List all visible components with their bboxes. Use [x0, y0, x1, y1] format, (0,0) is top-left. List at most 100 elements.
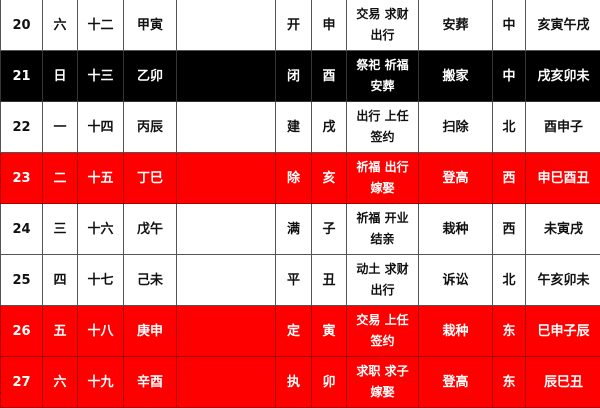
day-cell: 26	[1, 306, 43, 357]
auspicious-cell: 交易 上任签约	[347, 306, 419, 357]
auspicious-line-1: 求职 求子	[347, 361, 418, 382]
ganzhi-cell: 己未	[124, 255, 177, 306]
auspicious-line-1: 交易 上任	[347, 310, 418, 331]
inauspicious-cell: 搬家	[419, 51, 493, 102]
day-cell: 24	[1, 204, 43, 255]
weekday-cell: 四	[43, 255, 78, 306]
auspicious-cell: 交易 求财出行	[347, 0, 419, 51]
jianchu-cell: 建	[276, 102, 312, 153]
hours-cell: 亥寅午戌	[526, 0, 600, 51]
table-row: 25 四 十七 己未 平 丑 动土 求财出行 诉讼 北 午亥卯未	[1, 255, 600, 306]
auspicious-cell: 动土 求财出行	[347, 255, 419, 306]
note-cell	[177, 153, 276, 204]
lunar-date-cell: 十八	[78, 306, 124, 357]
auspicious-line-2: 安葬	[347, 76, 418, 97]
auspicious-line-1: 祭祀 祈福	[347, 55, 418, 76]
auspicious-line-1: 出行 上任	[347, 106, 418, 127]
ganzhi-cell: 庚申	[124, 306, 177, 357]
zhi-cell: 子	[312, 204, 347, 255]
inauspicious-cell: 栽种	[419, 204, 493, 255]
weekday-cell: 二	[43, 153, 78, 204]
zhi-cell: 申	[312, 0, 347, 51]
lunar-date-cell: 十四	[78, 102, 124, 153]
auspicious-line-2: 出行	[347, 25, 418, 46]
weekday-cell: 六	[43, 0, 78, 51]
table-row: 23 二 十五 丁巳 除 亥 祈福 出行嫁娶 登高 西 申巳酉丑	[1, 153, 600, 204]
auspicious-line-1: 祈福 出行	[347, 157, 418, 178]
day-cell: 25	[1, 255, 43, 306]
table-row: 20 六 十二 甲寅 开 申 交易 求财出行 安葬 中 亥寅午戌	[1, 0, 600, 51]
weekday-cell: 三	[43, 204, 78, 255]
jianchu-cell: 满	[276, 204, 312, 255]
auspicious-line-2: 出行	[347, 280, 418, 301]
inauspicious-cell: 安葬	[419, 0, 493, 51]
lunar-date-cell: 十五	[78, 153, 124, 204]
auspicious-line-2: 结亲	[347, 229, 418, 250]
weekday-cell: 日	[43, 51, 78, 102]
direction-cell: 东	[493, 306, 526, 357]
ganzhi-cell: 丙辰	[124, 102, 177, 153]
direction-cell: 中	[493, 51, 526, 102]
table-row: 22 一 十四 丙辰 建 戌 出行 上任签约 扫除 北 酉申子	[1, 102, 600, 153]
table-row: 21 日 十三 乙卯 闭 酉 祭祀 祈福安葬 搬家 中 戌亥卯未	[1, 51, 600, 102]
jianchu-cell: 除	[276, 153, 312, 204]
hours-cell: 午亥卯未	[526, 255, 600, 306]
zhi-cell: 丑	[312, 255, 347, 306]
ganzhi-cell: 乙卯	[124, 51, 177, 102]
auspicious-cell: 出行 上任签约	[347, 102, 419, 153]
note-cell	[177, 0, 276, 51]
table-row: 26 五 十八 庚申 定 寅 交易 上任签约 栽种 东 巳申子辰	[1, 306, 600, 357]
direction-cell: 北	[493, 255, 526, 306]
day-cell: 20	[1, 0, 43, 51]
inauspicious-cell: 登高	[419, 153, 493, 204]
ganzhi-cell: 戊午	[124, 204, 177, 255]
inauspicious-cell: 栽种	[419, 306, 493, 357]
auspicious-line-1: 祈福 开业	[347, 208, 418, 229]
inauspicious-cell: 诉讼	[419, 255, 493, 306]
weekday-cell: 一	[43, 102, 78, 153]
day-cell: 22	[1, 102, 43, 153]
jianchu-cell: 定	[276, 306, 312, 357]
note-cell	[177, 102, 276, 153]
lunar-date-cell: 十三	[78, 51, 124, 102]
lunar-date-cell: 十二	[78, 0, 124, 51]
auspicious-line-1: 动土 求财	[347, 259, 418, 280]
direction-cell: 西	[493, 153, 526, 204]
auspicious-line-2: 签约	[347, 127, 418, 148]
zhi-cell: 酉	[312, 51, 347, 102]
direction-cell: 西	[493, 204, 526, 255]
note-cell	[177, 51, 276, 102]
direction-cell: 中	[493, 0, 526, 51]
day-cell: 21	[1, 51, 43, 102]
ganzhi-cell: 丁巳	[124, 153, 177, 204]
ganzhi-cell: 甲寅	[124, 0, 177, 51]
table-row: 24 三 十六 戊午 满 子 祈福 开业结亲 栽种 西 未寅戌	[1, 204, 600, 255]
zhi-cell: 亥	[312, 153, 347, 204]
auspicious-line-2: 嫁娶	[347, 178, 418, 199]
day-cell: 23	[1, 153, 43, 204]
inauspicious-cell: 扫除	[419, 102, 493, 153]
auspicious-cell: 祈福 开业结亲	[347, 204, 419, 255]
jianchu-cell: 开	[276, 0, 312, 51]
zhi-cell: 寅	[312, 306, 347, 357]
auspicious-line-2: 签约	[347, 331, 418, 352]
weekday-cell: 五	[43, 306, 78, 357]
auspicious-cell: 祈福 出行嫁娶	[347, 153, 419, 204]
auspicious-cell: 祭祀 祈福安葬	[347, 51, 419, 102]
lunar-date-cell: 十七	[78, 255, 124, 306]
hours-cell: 巳申子辰	[526, 306, 600, 357]
note-cell	[177, 306, 276, 357]
auspicious-line-1: 交易 求财	[347, 4, 418, 25]
hours-cell: 未寅戌	[526, 204, 600, 255]
lunar-date-cell: 十六	[78, 204, 124, 255]
hours-cell: 酉申子	[526, 102, 600, 153]
direction-cell: 北	[493, 102, 526, 153]
jianchu-cell: 闭	[276, 51, 312, 102]
note-cell	[177, 255, 276, 306]
note-cell	[177, 204, 276, 255]
hours-cell: 戌亥卯未	[526, 51, 600, 102]
hours-cell: 申巳酉丑	[526, 153, 600, 204]
jianchu-cell: 平	[276, 255, 312, 306]
zhi-cell: 戌	[312, 102, 347, 153]
